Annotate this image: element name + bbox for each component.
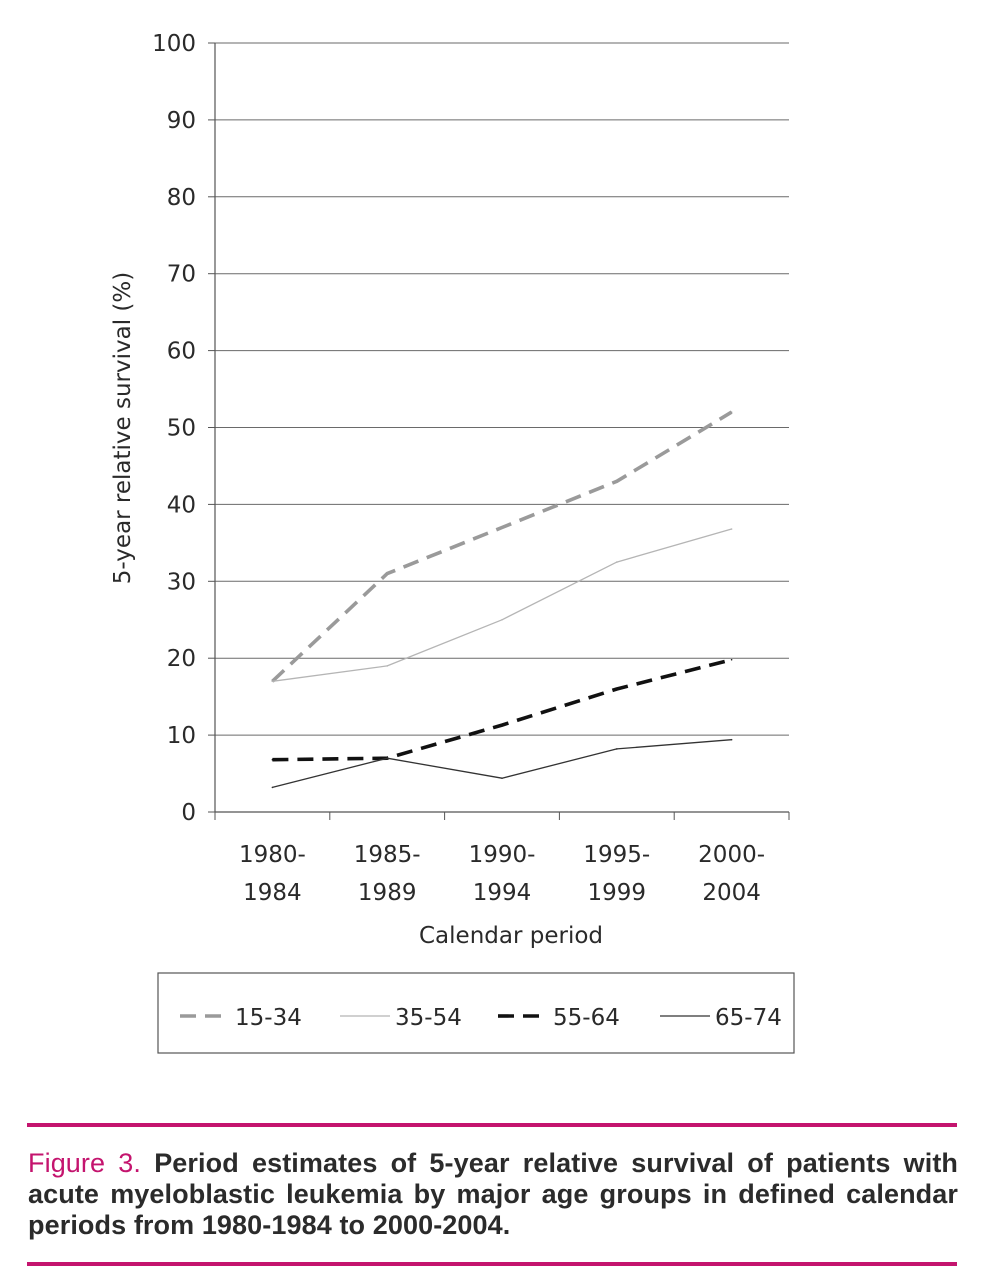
gridlines	[215, 42, 789, 736]
data-point-35-54	[271, 680, 274, 683]
x-tick-labels: 1980-1984 1985-1989 1990-1994 1995-1999 2000…	[239, 842, 765, 906]
data-point-55-64	[501, 724, 503, 726]
data-point-55-64	[730, 658, 733, 661]
x-tick-label: 1985-1989	[354, 842, 421, 906]
figure-label: Figure 3.	[28, 1148, 142, 1178]
legend-label-15-34: 15-34	[235, 1005, 302, 1031]
y-tick-labels: 0 10 20 30 40 50 60 70 80 90 100	[152, 31, 196, 826]
y-tick-label: 80	[167, 185, 196, 211]
x-tick-label: 1995-1999	[583, 842, 650, 906]
data-point-35-54	[386, 665, 389, 667]
data-point-65-74	[616, 748, 618, 750]
x-tick-label: 1990-1994	[469, 842, 536, 906]
data-point-65-74	[501, 777, 503, 779]
caption-top-rule	[27, 1123, 957, 1127]
legend-label-55-64: 55-64	[553, 1005, 620, 1031]
data-point-65-74	[271, 786, 274, 789]
data-point-15-34	[730, 411, 733, 413]
x-tick-label: 1980-1984	[239, 842, 306, 906]
data-point-15-34	[501, 526, 503, 529]
y-tick-label: 100	[152, 31, 196, 57]
y-tick-label: 40	[167, 492, 196, 518]
data-point-55-64	[616, 688, 618, 690]
series-line-65-74	[272, 739, 732, 789]
data-point-65-74	[386, 757, 389, 759]
data-point-35-54	[501, 618, 503, 621]
data-point-35-54	[730, 528, 733, 530]
y-tick-label: 90	[167, 108, 196, 134]
figure-caption: Figure 3. Period estimates of 5-year rel…	[28, 1148, 958, 1241]
y-tick-label: 50	[167, 416, 196, 442]
caption-text: Period estimates of 5-year relative surv…	[28, 1148, 959, 1240]
data-point-15-34	[386, 572, 389, 575]
data-point-65-74	[730, 738, 733, 741]
data-point-55-64	[271, 758, 274, 761]
y-tick-label: 10	[167, 723, 196, 749]
legend-label-35-54: 35-54	[395, 1005, 462, 1031]
y-tick-label: 0	[181, 800, 196, 826]
y-tick-label: 70	[167, 262, 196, 288]
data-series	[271, 410, 733, 789]
caption-bottom-rule	[27, 1262, 957, 1266]
legend-label-65-74: 65-74	[715, 1005, 782, 1031]
y-tick-label: 60	[167, 339, 196, 365]
data-point-15-34	[616, 480, 618, 483]
x-tick-label: 2000-2004	[698, 842, 765, 906]
x-axis-title: Calendar period	[419, 923, 603, 949]
y-tick-label: 30	[167, 569, 196, 595]
data-point-35-54	[616, 561, 618, 563]
series-line-15-34	[271, 410, 733, 683]
y-tick-label: 20	[167, 646, 196, 672]
legend: 15-34 35-54 55-64 65-74	[157, 972, 795, 1054]
y-axis-title: 5-year relative survival (%)	[110, 272, 136, 584]
axes	[208, 42, 790, 820]
legend-frame	[157, 972, 795, 1054]
survival-line-chart: 0 10 20 30 40 50 60 70 80 90 100 1980-1984 1985-198…	[110, 31, 795, 1054]
